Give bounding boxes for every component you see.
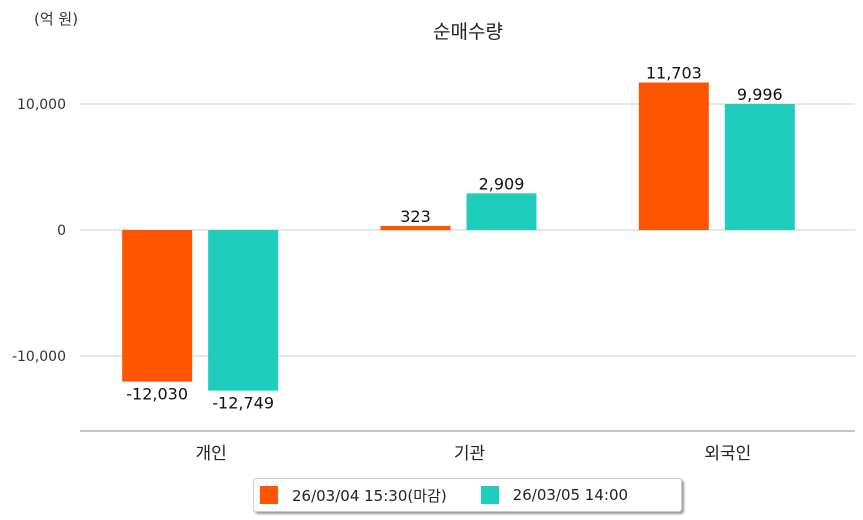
chart-title: 순매수량 [433,21,503,43]
unit-label: (억 원) [34,10,78,28]
y-tick-label: 0 [57,223,66,239]
x-tick-label: 개인 [196,444,227,464]
x-tick-label: 기관 [454,444,485,464]
legend-item-0[interactable]: 26/03/04 15:30(마감) [254,485,447,506]
data-label: 11,703 [646,64,702,83]
legend-label: 26/03/05 14:00 [512,486,629,504]
data-label: -12,030 [126,385,188,404]
legend-item-1[interactable]: 26/03/05 14:00 [475,486,628,504]
legend-swatch [260,486,278,504]
legend-label: 26/03/04 15:30(마감) [292,486,447,505]
bar-series1 [380,225,451,230]
data-label: 2,909 [479,174,525,193]
bar-series2 [724,104,795,230]
bar-series2 [466,193,537,230]
legend-swatch [480,486,499,504]
bar-series2 [208,230,279,391]
y-tick-label: -10,000 [12,349,66,365]
x-tick-label: 외국인 [704,444,751,464]
data-label: 323 [400,207,431,226]
y-tick-label: 10,000 [17,97,66,113]
bar-series1 [122,230,193,382]
legend: 26/03/04 15:30(마감) 26/03/05 14:00 [253,478,682,512]
data-label: -12,749 [212,394,274,413]
data-label: 9,996 [737,85,783,104]
bar-series1 [638,82,709,230]
